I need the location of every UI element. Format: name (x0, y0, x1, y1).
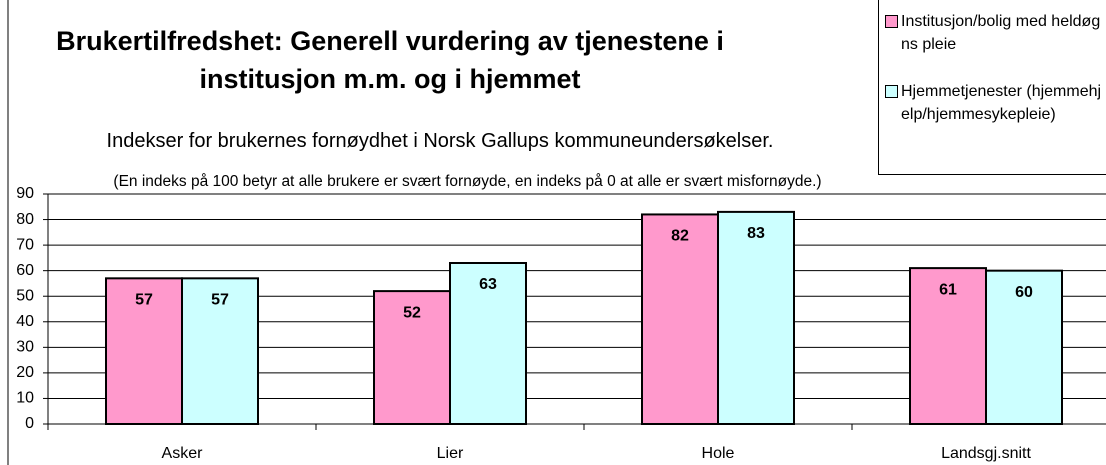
y-tick-label: 90 (16, 185, 34, 202)
y-tick-label: 0 (25, 415, 34, 432)
legend-item: Hjemmetjenester (hjemmehjelp/hjemmesykep… (885, 80, 1106, 126)
data-label: 82 (671, 228, 689, 245)
legend: Institusjon/bolig med heldøgns pleie Hjem… (878, 0, 1106, 175)
data-label: 61 (939, 281, 957, 298)
data-label: 60 (1015, 284, 1033, 301)
x-tick-label: Landsgj.snitt (941, 445, 1031, 462)
bar (717, 210, 795, 425)
y-tick-label: 30 (16, 339, 34, 356)
x-tick-label: Lier (437, 445, 464, 462)
x-tick-label: Hole (702, 445, 735, 462)
chart-note: (En indeks på 100 betyr at alle brukere … (113, 173, 822, 190)
legend-swatch (885, 15, 898, 28)
chart-title: Brukertilfredshet: Generell vurdering av… (56, 26, 724, 94)
legend-label: Hjemmetjenester (hjemmehjelp/hjemmesykep… (901, 83, 1102, 123)
y-tick-label: 10 (16, 390, 34, 407)
bar (449, 262, 527, 425)
data-label: 57 (211, 292, 229, 309)
y-tick-label: 70 (16, 236, 34, 253)
bar (181, 277, 259, 426)
chart-subtitle: Indekser for brukernes fornøydhet i Nors… (106, 130, 774, 152)
y-tick-label: 80 (16, 211, 34, 228)
y-tick-label: 40 (16, 313, 34, 330)
data-label: 52 (403, 304, 421, 321)
y-tick-label: 60 (16, 262, 34, 279)
bar (985, 269, 1063, 425)
data-label: 83 (747, 225, 765, 242)
data-label: 57 (135, 292, 153, 309)
y-tick-label: 20 (16, 364, 34, 381)
y-tick-label: 50 (16, 287, 34, 304)
bar (641, 213, 719, 425)
legend-label: Institusjon/bolig med heldøgns pleie (901, 13, 1101, 53)
legend-swatch (885, 85, 898, 98)
legend-item: Institusjon/bolig med heldøgns pleie (885, 10, 1106, 56)
x-tick-label: Asker (162, 445, 204, 462)
bar (105, 277, 183, 426)
data-label: 63 (479, 276, 497, 293)
